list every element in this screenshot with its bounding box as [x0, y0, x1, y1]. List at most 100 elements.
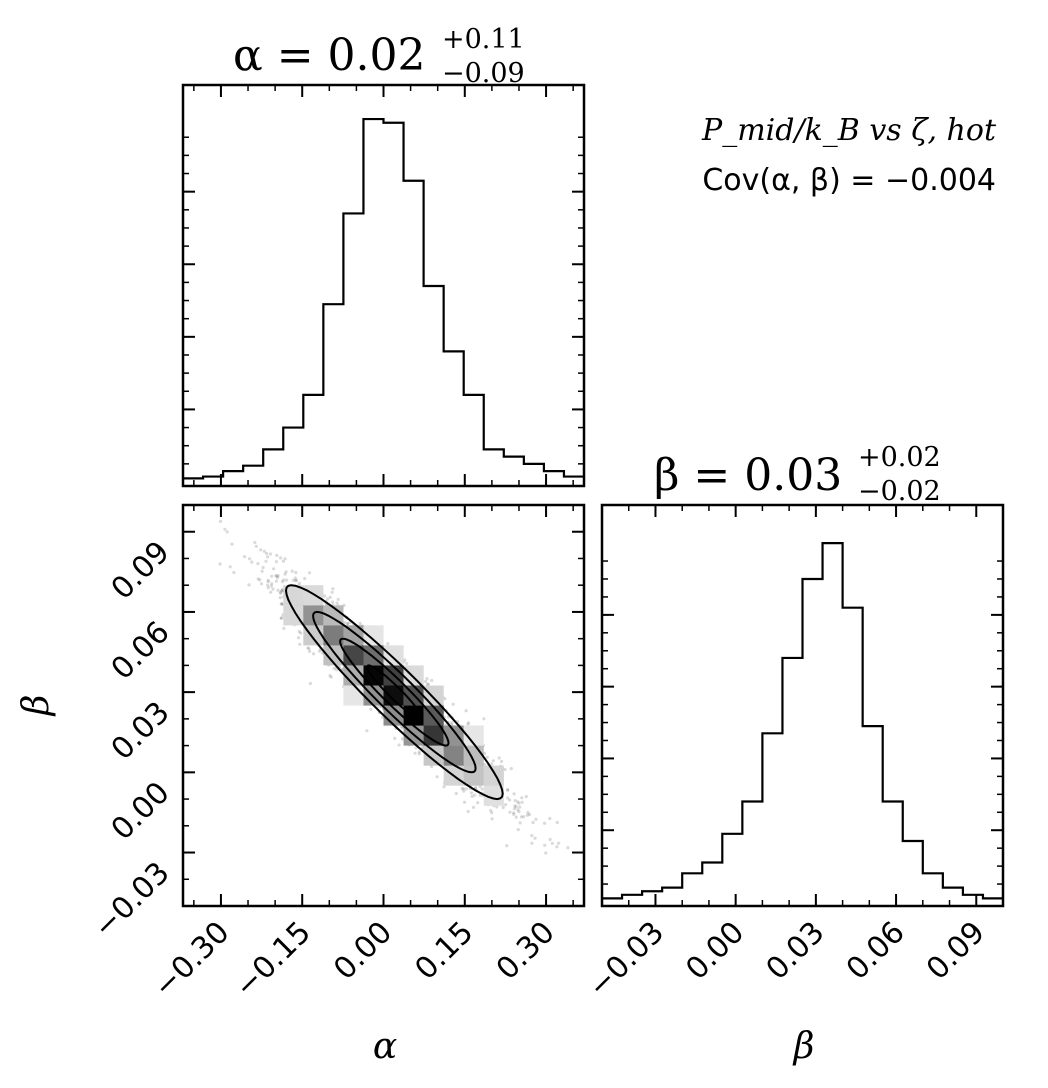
- annotation-line2: Cov(α, β) = −0.004: [702, 163, 996, 198]
- alpha-title-sup: +0.11: [442, 24, 525, 55]
- scatter-point: [425, 677, 429, 681]
- scatter-point: [256, 562, 260, 566]
- scatter-point: [466, 809, 470, 814]
- x-tick-label-alpha: 0.30: [490, 915, 562, 987]
- scatter-point: [276, 576, 280, 580]
- scatter-point: [279, 556, 283, 560]
- scatter-point: [280, 588, 284, 593]
- histogram-bin: [662, 888, 682, 906]
- scatter-point: [466, 721, 471, 725]
- scatter-point: [506, 788, 510, 792]
- histogram-bin: [504, 457, 524, 486]
- histogram-bin: [642, 891, 662, 906]
- scatter-point: [512, 811, 516, 815]
- scatter-point: [269, 584, 273, 588]
- scatter-point: [298, 642, 302, 646]
- scatter-point: [308, 681, 312, 686]
- scatter-point: [270, 574, 274, 578]
- x-tick-label-beta: −0.03: [581, 915, 671, 1005]
- scatter-point: [225, 530, 229, 534]
- scatter-point: [335, 601, 339, 605]
- scatter-point: [318, 649, 322, 653]
- density-cell: [363, 625, 384, 646]
- scatter-point: [243, 555, 247, 559]
- scatter-point: [466, 722, 470, 727]
- scatter-point: [307, 571, 312, 575]
- scatter-point: [469, 791, 474, 795]
- density-cell: [323, 645, 344, 666]
- scatter-point: [223, 527, 227, 531]
- scatter-point: [278, 596, 282, 600]
- scatter-point: [512, 792, 516, 796]
- scatter-point: [476, 801, 480, 805]
- histogram-bin: [943, 888, 963, 906]
- scatter-point: [506, 796, 510, 800]
- contour-line: [312, 610, 477, 774]
- scatter-point: [461, 787, 466, 791]
- scatter-point: [306, 646, 310, 650]
- scatter-point: [218, 519, 223, 524]
- x-axis-label-beta: β: [792, 1026, 815, 1067]
- scatter-point: [400, 726, 404, 730]
- scatter-point: [526, 810, 530, 815]
- scatter-point: [533, 836, 537, 840]
- scatter-point: [328, 595, 332, 600]
- scatter-point: [279, 602, 283, 606]
- alpha-histogram-panel: [181, 83, 586, 488]
- scatter-point: [520, 796, 524, 800]
- joint-scatter-panel: [174, 478, 586, 908]
- scatter-point: [420, 746, 424, 750]
- scatter-point: [322, 594, 327, 598]
- scatter-point: [405, 661, 409, 666]
- histogram-bin: [484, 449, 504, 486]
- scatter-point: [268, 552, 273, 556]
- histogram-step-line: [183, 117, 584, 480]
- scatter-point: [248, 557, 252, 561]
- scatter-point: [334, 668, 338, 672]
- scatter-point: [508, 810, 512, 814]
- histogram-bin: [883, 802, 903, 906]
- scatter-point: [174, 478, 177, 481]
- scatter-point: [450, 721, 454, 725]
- scatter-point: [280, 602, 284, 606]
- scatter-point: [279, 616, 284, 620]
- scatter-point: [293, 576, 297, 580]
- scatter-point: [218, 562, 222, 566]
- scatter-point: [331, 587, 335, 591]
- scatter-point: [460, 786, 464, 791]
- histogram-bin: [464, 395, 484, 486]
- alpha-title: α = 0.02 +0.11 −0.09: [233, 24, 525, 89]
- histogram-bin: [903, 841, 923, 906]
- scatter-point: [291, 578, 295, 583]
- scatter-point: [517, 801, 521, 805]
- scatter-point: [343, 621, 347, 625]
- scatter-point: [283, 572, 287, 576]
- y-axis-label-beta: β: [16, 695, 57, 718]
- scatter-point: [566, 846, 570, 850]
- scatter-point: [417, 752, 421, 756]
- scatter-point: [232, 570, 236, 575]
- scatter-point: [397, 743, 401, 747]
- scatter-point: [266, 586, 270, 590]
- scatter-point: [258, 578, 262, 582]
- histogram-bin: [384, 123, 404, 486]
- histogram-bin: [404, 181, 424, 486]
- x-tick-label-alpha: 0.15: [408, 915, 480, 987]
- scatter-point: [425, 682, 429, 687]
- axes-frame: [600, 503, 1005, 908]
- scatter-point: [328, 674, 332, 678]
- x-tick-label-alpha: −0.15: [228, 915, 318, 1005]
- scatter-point: [557, 841, 561, 845]
- scatter-point: [297, 630, 301, 634]
- scatter-point: [281, 559, 285, 563]
- scatter-point: [478, 793, 482, 797]
- scatter-point: [266, 580, 270, 584]
- scatter-point: [259, 548, 263, 552]
- scatter-point: [508, 798, 512, 802]
- scatter-point: [474, 785, 478, 790]
- histogram-bin: [263, 449, 283, 486]
- scatter-point: [274, 579, 278, 583]
- scatter-point: [274, 574, 278, 578]
- scatter-point: [266, 583, 270, 587]
